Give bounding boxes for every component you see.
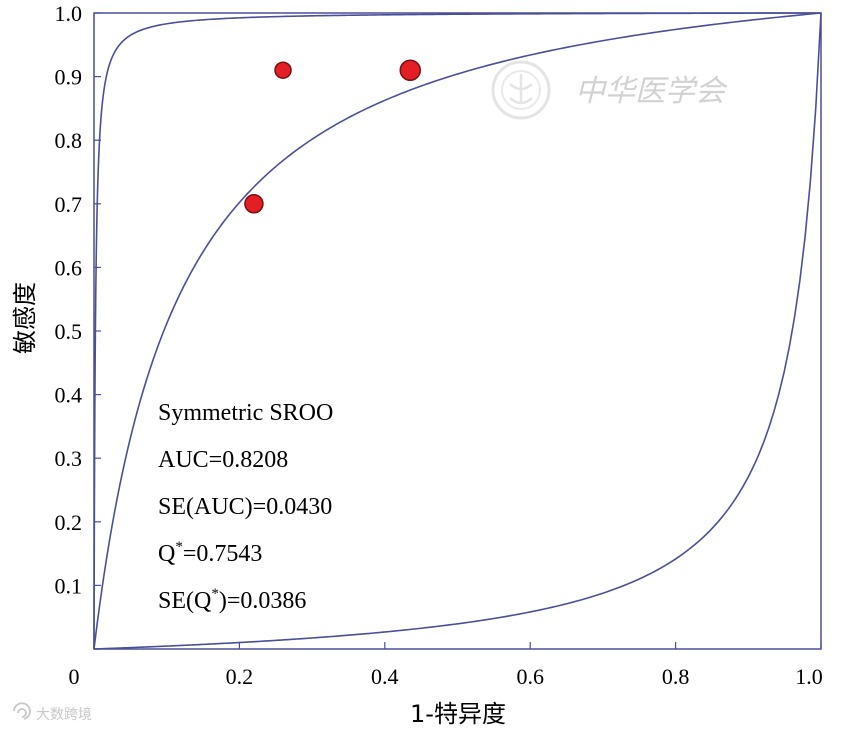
sroc-curve: [93, 12, 822, 650]
stat-line-2: AUC=0.8208: [158, 447, 288, 473]
source-text: 大数跨境: [36, 707, 92, 723]
source-logo-icon: [13, 702, 31, 720]
watermark-text: 中华医学会: [575, 74, 728, 109]
stat-line-3: SE(AUC)=0.0430: [158, 494, 332, 520]
y-tick-label: 1.0: [55, 1, 83, 26]
x-tick-label: 0.8: [662, 664, 690, 689]
stat-base: Q: [158, 541, 175, 567]
y-tick-label: 0.7: [55, 192, 83, 217]
stat-base: SE(Q: [158, 588, 211, 614]
y-tick-label: 0.3: [55, 446, 83, 471]
stat-rest: )=0.0386: [219, 588, 307, 614]
y-tick-label: 0.5: [55, 319, 83, 344]
stat-sup: *: [175, 539, 183, 555]
stat-rest: =0.7543: [183, 541, 263, 567]
y-tick-label: 0.6: [55, 255, 83, 280]
x-axis-title: 1-特异度: [410, 700, 506, 728]
x-tick-label: 0.6: [516, 664, 544, 689]
y-tick-label: 0.8: [55, 128, 83, 153]
stat-sup: *: [211, 586, 219, 602]
x-tick-label: 0: [69, 664, 80, 689]
study-points: [244, 59, 421, 214]
y-tick-label: 0.4: [55, 383, 83, 408]
stat-base: SE(AUC)=0.0430: [158, 494, 332, 520]
study-point-1: [244, 194, 264, 214]
y-axis-ticks: 0.1 0.2 0.3 0.4 0.5 0.6 0.7 0.8 0.9 1.0: [55, 1, 101, 598]
stat-line-1: Symmetric SROO: [158, 400, 333, 426]
upper-bound-curve: [93, 12, 822, 649]
x-tick-label: 0.4: [371, 664, 399, 689]
source-watermark: 大数跨境: [13, 702, 92, 723]
x-tick-label: 1.0: [795, 664, 823, 689]
y-axis-title: 敏感度: [11, 282, 39, 354]
stat-line-5: SE(Q*)=0.0386: [158, 586, 306, 614]
stat-base: Symmetric SROO: [158, 400, 333, 426]
x-axis-ticks: 0 0.2 0.4 0.6 0.8 1.0: [69, 642, 823, 689]
x-tick-label: 0.2: [226, 664, 254, 689]
y-tick-label: 0.2: [55, 510, 83, 535]
stat-base: AUC=0.8208: [158, 447, 288, 473]
study-point-3: [399, 59, 421, 81]
y-tick-label: 0.9: [55, 65, 83, 90]
curves-layer: [93, 12, 822, 650]
y-tick-label: 0.1: [55, 573, 83, 598]
watermark-emblem-icon: [491, 60, 551, 120]
study-point-2: [274, 61, 292, 79]
stat-line-4: Q*=0.7543: [158, 539, 262, 567]
lower-bound-curve: [93, 12, 822, 650]
statistics-annotation: Symmetric SROOAUC=0.8208SE(AUC)=0.0430Q*…: [158, 400, 333, 614]
